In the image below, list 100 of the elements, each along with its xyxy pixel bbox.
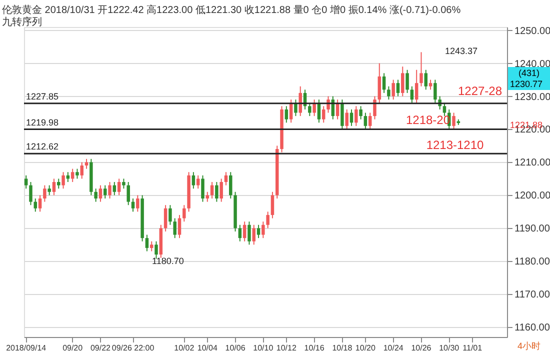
candlestick — [414, 69, 418, 104]
candlestick — [410, 86, 414, 104]
candlestick — [420, 52, 423, 87]
candlestick — [196, 174, 200, 190]
text: 4小时 — [517, 341, 541, 351]
ref-line-label: 1219.98 — [26, 117, 59, 128]
candlestick — [452, 112, 456, 130]
x-tick-label: 10/04 — [197, 344, 218, 352]
candlestick — [392, 79, 395, 100]
candlestick — [48, 184, 51, 196]
candlestick — [43, 184, 46, 202]
y-tick-label: 1200.00 — [514, 190, 550, 202]
x-tick-label: 10/10 — [253, 344, 274, 352]
candlestick — [308, 102, 312, 117]
candlestick — [164, 204, 168, 232]
candlestick — [382, 72, 386, 94]
x-tick-label: 10/12 — [276, 344, 297, 352]
candlestick — [108, 182, 112, 199]
candlestick — [364, 112, 368, 130]
x-tick-label: 09/20 — [62, 344, 84, 352]
candlestick — [322, 106, 326, 124]
candlestick — [312, 99, 316, 117]
candlestick — [220, 178, 223, 202]
candlestick — [340, 99, 344, 130]
y-tick-label: 1230.00 — [514, 92, 550, 103]
ref-line-label: 1227.85 — [26, 91, 59, 102]
candlestick — [294, 99, 298, 117]
text: (431) — [518, 68, 540, 78]
x-tick-label: 10/18 — [332, 344, 353, 352]
candlestick — [136, 194, 140, 212]
y-tick-label: 1160.00 — [514, 322, 550, 334]
chart-title: 伦敦黄金 2018/10/31 开1222.42 高1223.00 低1221.30 收1221.88 量0 仓0 增0 振0.14% 涨(-0.71)-0.06% — [2, 4, 461, 16]
candlestick — [80, 162, 84, 180]
candlestick — [270, 191, 274, 219]
candlestick — [424, 69, 428, 90]
candlestick — [401, 66, 404, 97]
candlestick — [378, 62, 382, 104]
candlestick — [350, 108, 354, 126]
candlestick — [62, 172, 65, 190]
candlestick — [70, 168, 74, 182]
candlestick — [256, 224, 260, 239]
candlestick — [38, 194, 42, 212]
candlestick — [406, 69, 409, 94]
candlestick — [434, 79, 437, 104]
candlestick — [57, 178, 60, 190]
x-tick-label: 10/30 — [439, 344, 460, 352]
candlestick — [442, 102, 446, 117]
candlestick — [354, 106, 358, 126]
x-tick-label: 11/01 — [462, 344, 483, 352]
candlestick — [206, 191, 210, 202]
candlestick — [34, 198, 38, 212]
annotation: 1180.70 — [152, 256, 184, 266]
x-tick-label: 10/20 — [355, 344, 376, 352]
candlestick — [262, 221, 265, 239]
y-tick-label: 1170.00 — [514, 290, 550, 301]
annotation: 1213-1210 — [426, 138, 484, 152]
candlestick — [284, 106, 288, 124]
candlestick — [215, 182, 218, 202]
candlestick — [373, 96, 376, 120]
candlestick — [428, 79, 432, 90]
text: 1230.77 — [510, 79, 543, 89]
x-tick-label: 09/26 22:00 — [112, 344, 155, 352]
candlestick — [52, 178, 56, 196]
x-tick-label: 09/22 — [90, 344, 112, 352]
candlestick — [29, 182, 32, 206]
candlestick — [150, 240, 154, 252]
candlestick — [238, 224, 242, 242]
candlestick — [24, 174, 28, 190]
candlestick — [154, 240, 158, 260]
candlestick — [76, 168, 79, 180]
candlestick — [178, 214, 182, 239]
y-tick-label: 1190.00 — [514, 224, 550, 235]
x-tick-label: 10/26 — [411, 344, 432, 352]
candlestick — [359, 106, 362, 120]
chart-subtitle: 九转序列 — [2, 16, 42, 28]
x-tick-label: 2018/09/14 — [6, 344, 47, 352]
x-tick-label: 10/24 — [383, 344, 404, 352]
candlestick — [98, 184, 102, 202]
candlestick — [345, 108, 348, 130]
x-tick-label: 10/16 — [304, 344, 325, 352]
y-tick-label: 1250.00 — [514, 26, 550, 37]
candlestick — [117, 178, 121, 196]
candlestick — [103, 184, 107, 199]
candlestick — [252, 224, 256, 246]
candlestick — [266, 211, 270, 229]
candlestick — [242, 221, 246, 242]
candlestick — [248, 221, 251, 246]
candlestick — [387, 86, 390, 100]
y-tick-label: 1180.00 — [514, 256, 550, 268]
candlestick — [131, 198, 135, 212]
candlestick — [326, 96, 330, 114]
candlestick — [84, 158, 88, 170]
candlestick — [182, 204, 186, 222]
annotation: 1227-28 — [458, 84, 502, 98]
x-tick-label: 10/02 — [174, 344, 195, 352]
candlestick — [201, 174, 204, 202]
candlestick — [145, 234, 149, 252]
candlestick — [126, 182, 130, 206]
candlestick — [224, 172, 228, 186]
candlestick — [192, 172, 196, 190]
